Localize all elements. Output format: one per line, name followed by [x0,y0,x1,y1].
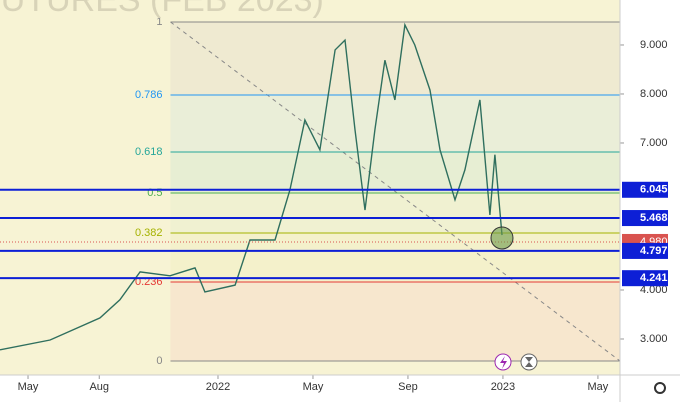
fib-label: 1 [156,16,162,28]
fib-band [170,22,620,95]
fib-label: 0.382 [135,227,163,239]
fib-band [170,94,620,152]
hourglass-glyph [525,357,533,367]
price-line-box [622,181,668,198]
y-tick-label: 9.000 [640,39,668,51]
price-line-label: 6.045 [640,184,668,196]
x-tick-label: May [303,381,324,393]
fib-label: 0.618 [135,146,163,158]
settings-icon[interactable] [654,382,666,394]
price-line-box [622,210,668,227]
price-line-label: 4.797 [640,245,668,257]
price-line-box [622,270,668,287]
y-tick-label: 4.000 [640,284,668,296]
fib-label: 0 [156,355,162,367]
fib-band [170,232,620,282]
price-line-label: 5.468 [640,212,668,224]
x-tick-label: May [588,381,609,393]
trend-line [170,21,621,362]
x-tick-label: Aug [89,381,109,393]
price-line-box [622,242,668,259]
highlight-circle [490,226,514,250]
y-tick-label: 8.000 [640,88,668,100]
x-tick-label: 2023 [491,381,515,393]
hourglass-icon[interactable] [520,353,538,371]
fib-label: 0.5 [147,187,162,199]
watermark: FUTURES (FEB 2023) [0,0,324,19]
x-tick-label: May [18,381,39,393]
price-line [0,22,503,351]
lightning-glyph [500,356,507,369]
fib-band [170,151,620,193]
fib-band [170,192,620,233]
x-tick-label: 2022 [206,381,230,393]
price-line-label: 4.241 [640,272,668,284]
fib-label: 0.786 [135,89,163,101]
y-tick-label: 3.000 [640,333,668,345]
icons [494,353,666,394]
x-tick-label: Sep [398,381,418,393]
y-tick-label: 7.000 [640,137,668,149]
fib-band [170,281,620,361]
